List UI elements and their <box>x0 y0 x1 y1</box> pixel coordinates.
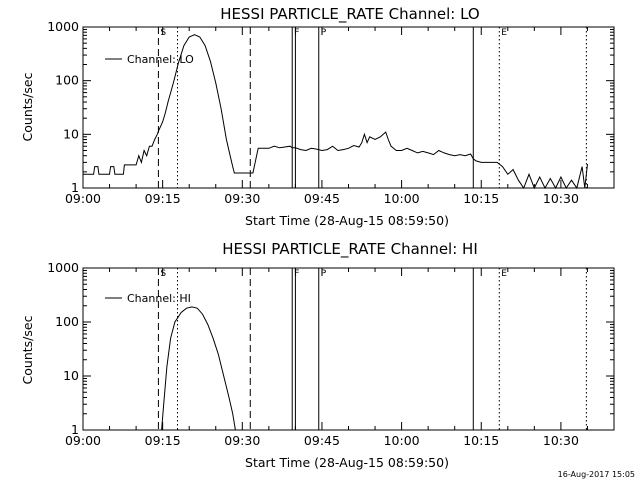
chart-title: HESSI PARTICLE_RATE Channel: LO <box>220 5 479 24</box>
y-tick-label: 100 <box>55 73 79 88</box>
event-marker-label: E <box>501 269 507 279</box>
legend: Channel: HI <box>105 292 191 305</box>
event-marker-label: F <box>294 28 299 38</box>
x-tick-label: 10:30 <box>543 191 579 206</box>
chart-title: HESSI PARTICLE_RATE Channel: HI <box>222 240 478 259</box>
y-axis-label: Counts/sec <box>20 315 35 384</box>
series-line <box>83 34 588 190</box>
x-tick-label: 09:45 <box>304 191 340 206</box>
x-tick-label: 10:30 <box>543 433 579 448</box>
y-tick-label: 1 <box>71 422 79 437</box>
legend-label: Channel: HI <box>127 292 191 305</box>
y-tick-label: 1000 <box>47 260 79 275</box>
x-tick-label: 10:15 <box>463 191 499 206</box>
x-axis-label: Start Time (28-Aug-15 08:59:50) <box>245 213 449 228</box>
x-tick-label: 09:30 <box>224 433 260 448</box>
x-tick-label: 10:15 <box>463 433 499 448</box>
x-tick-label: 09:00 <box>65 433 101 448</box>
panel-lo: HESSI PARTICLE_RATE Channel: LO Counts/s… <box>20 5 615 228</box>
y-tick-label: 1000 <box>47 19 79 34</box>
event-marker-label: E <box>501 28 507 38</box>
y-tick-label: 1 <box>71 180 79 195</box>
x-tick-label: 09:15 <box>145 191 181 206</box>
y-tick-label: 100 <box>55 314 79 329</box>
event-marker-label: P <box>321 28 327 38</box>
legend-label: Channel: LO <box>127 53 194 66</box>
panel-hi: HESSI PARTICLE_RATE Channel: HI Counts/s… <box>20 240 615 470</box>
timestamp-footer: 16-Aug-2017 15:05 <box>558 470 635 479</box>
event-marker-label: P <box>321 269 327 279</box>
plot-frame <box>82 26 615 189</box>
x-tick-label: 09:30 <box>224 191 260 206</box>
event-marker-label: F <box>294 269 299 279</box>
x-tick-label: 09:00 <box>65 191 101 206</box>
x-axis-label: Start Time (28-Aug-15 08:59:50) <box>245 455 449 470</box>
event-marker-label: S <box>160 28 166 38</box>
y-tick-label: 10 <box>63 368 79 383</box>
x-tick-label: 10:00 <box>384 433 420 448</box>
x-tick-label: 09:45 <box>304 433 340 448</box>
y-tick-label: 10 <box>63 126 79 141</box>
x-tick-label: 09:15 <box>145 433 181 448</box>
y-axis-label: Counts/sec <box>20 72 35 141</box>
x-tick-label: 10:00 <box>384 191 420 206</box>
series-line <box>161 306 236 431</box>
event-marker-label: S <box>160 269 166 279</box>
